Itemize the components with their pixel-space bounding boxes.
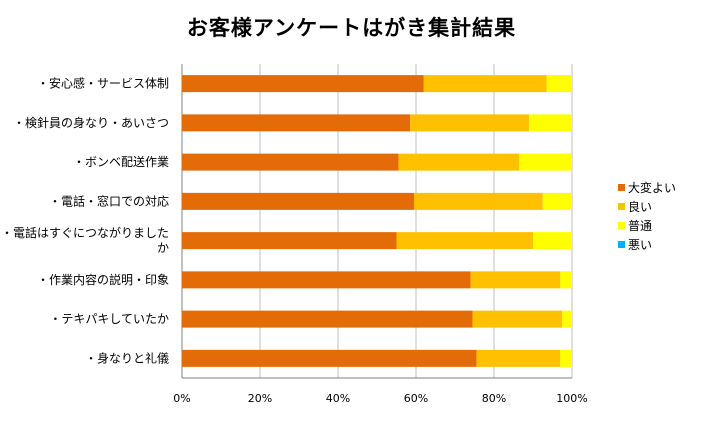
category-label: ・電話はすぐにつながりました bbox=[1, 225, 169, 240]
x-tick-label: 0% bbox=[173, 392, 190, 405]
category-label: ・身なりと礼儀 bbox=[85, 350, 169, 365]
bar-segment bbox=[182, 153, 399, 171]
x-tick-label: 60% bbox=[404, 392, 428, 405]
bar-segment bbox=[560, 349, 572, 367]
bar-segment bbox=[182, 114, 411, 132]
legend-label: 良い bbox=[628, 199, 652, 214]
bar-segment bbox=[472, 310, 563, 328]
bar-segment bbox=[546, 75, 572, 93]
bar-segment bbox=[182, 232, 397, 250]
bar-segment bbox=[562, 310, 572, 328]
bar-segment bbox=[529, 114, 572, 132]
legend-swatch bbox=[618, 241, 625, 248]
bar-segment bbox=[410, 114, 530, 132]
legend-swatch bbox=[618, 203, 625, 210]
bar-segment bbox=[398, 153, 520, 171]
bar-segment bbox=[182, 310, 473, 328]
category-label: か bbox=[157, 241, 169, 255]
bar-segment bbox=[476, 349, 561, 367]
bar-segment bbox=[470, 271, 561, 289]
bar-segment bbox=[519, 153, 572, 171]
category-label: ・テキパキしていたか bbox=[49, 312, 169, 326]
bar-segment bbox=[533, 232, 572, 250]
legend-label: 大変よい bbox=[628, 180, 676, 195]
x-tick-label: 100% bbox=[556, 392, 587, 405]
chart-title: お客様アンケートはがき集計結果 bbox=[186, 16, 517, 40]
bar-segment bbox=[542, 192, 572, 210]
x-tick-label: 80% bbox=[482, 392, 506, 405]
category-label: ・電話・窓口での対応 bbox=[49, 193, 169, 208]
category-label: ・安心感・サービス体制 bbox=[37, 76, 169, 91]
legend-swatch bbox=[618, 184, 625, 191]
bar-segment bbox=[414, 192, 543, 210]
category-label: ・ボンベ配送作業 bbox=[73, 154, 169, 169]
legend-swatch bbox=[618, 222, 625, 229]
bar-segment bbox=[182, 75, 424, 93]
category-label: ・検針員の身なり・あいさつ bbox=[13, 115, 169, 130]
category-label: ・作業内容の説明・印象 bbox=[37, 272, 169, 287]
bar-segment bbox=[182, 271, 471, 289]
bar-segment bbox=[396, 232, 533, 250]
legend-label: 悪い bbox=[628, 238, 652, 252]
x-tick-label: 20% bbox=[248, 392, 272, 405]
legend-label: 普通 bbox=[628, 219, 652, 233]
bar-segment bbox=[423, 75, 547, 93]
x-tick-label: 40% bbox=[326, 392, 350, 405]
bar-segment bbox=[182, 349, 477, 367]
bar-segment bbox=[182, 192, 415, 210]
bar-segment bbox=[560, 271, 572, 289]
